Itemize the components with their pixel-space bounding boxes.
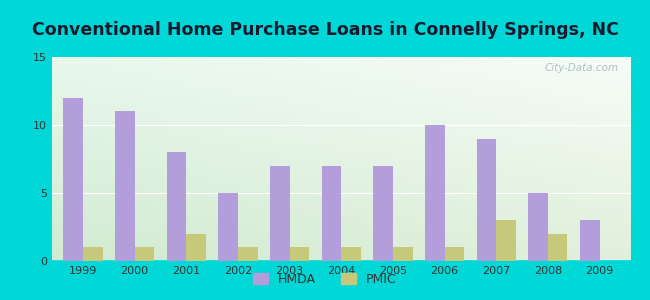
Bar [425,125,445,261]
Legend: HMDA, PMIC: HMDA, PMIC [248,268,402,291]
Bar [166,152,187,261]
Bar [270,166,290,261]
Text: Conventional Home Purchase Loans in Connelly Springs, NC: Conventional Home Purchase Loans in Conn… [32,21,618,39]
Bar [83,248,103,261]
Bar [580,220,599,261]
Text: City-Data.com: City-Data.com [545,63,619,73]
Bar [218,193,238,261]
Bar [187,234,206,261]
Bar [115,111,135,261]
Bar [548,234,567,261]
Bar [63,98,83,261]
Bar [322,166,341,261]
Bar [135,248,154,261]
Bar [238,248,257,261]
Bar [290,248,309,261]
Bar [476,139,496,261]
Bar [393,248,413,261]
Bar [496,220,516,261]
Bar [373,166,393,261]
Bar [445,248,464,261]
Bar [528,193,548,261]
Bar [341,248,361,261]
